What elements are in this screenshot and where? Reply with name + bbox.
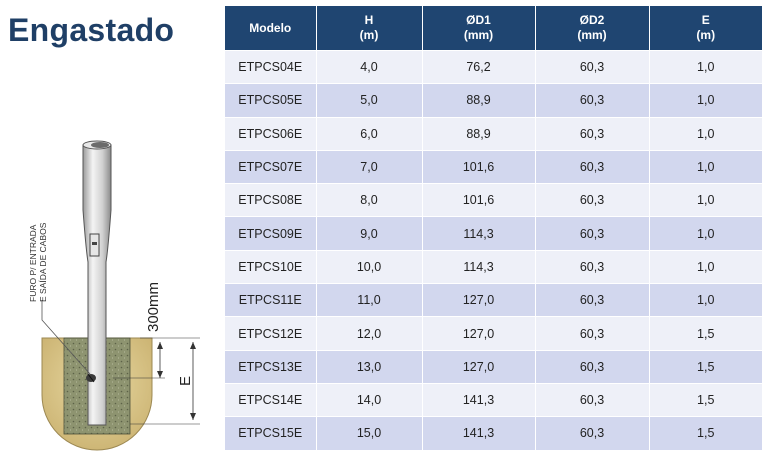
pole-diagram: FURO P/ ENTRADA E SAÍDA DE CABOS 300mm E [28, 140, 200, 451]
table-cell: 60,3 [535, 216, 650, 251]
table-cell: 1,0 [649, 216, 762, 251]
table-cell: 127,0 [422, 349, 536, 384]
header-e: E (m) [649, 6, 762, 51]
table-cell: 1,5 [649, 316, 762, 351]
table-row: ETPCS04E 4,0 76,2 60,3 1,0 [225, 49, 762, 84]
table-cell: 13,0 [316, 349, 423, 384]
table-row: ETPCS12E 12,0 127,0 60,3 1,5 [225, 316, 762, 351]
table-cell: 60,3 [535, 416, 650, 450]
table-cell: ETPCS05E [225, 83, 317, 118]
table-cell: 88,9 [422, 116, 536, 151]
table-cell: ETPCS11E [225, 283, 317, 317]
table-cell: 127,0 [422, 283, 536, 317]
header-h: H (m) [316, 6, 423, 51]
table-cell: 60,3 [535, 116, 650, 151]
table-cell: 76,2 [422, 49, 536, 84]
table-cell: 88,9 [422, 83, 536, 118]
table-cell: 101,6 [422, 183, 536, 217]
table-cell: ETPCS07E [225, 149, 317, 184]
table-cell: ETPCS08E [225, 183, 317, 217]
table-row: ETPCS08E 8,0 101,6 60,3 1,0 [225, 183, 762, 217]
table-row: ETPCS05E 5,0 88,9 60,3 1,0 [225, 83, 762, 118]
table-cell: 127,0 [422, 316, 536, 351]
hole-label-line1: FURO P/ ENTRADA [28, 224, 38, 302]
table-cell: 12,0 [316, 316, 423, 351]
table-cell: 9,0 [316, 216, 423, 251]
table-cell: 1,0 [649, 149, 762, 184]
table-cell: ETPCS09E [225, 216, 317, 251]
table-cell: 60,3 [535, 49, 650, 84]
table-row: ETPCS10E 10,0 114,3 60,3 1,0 [225, 249, 762, 284]
table-cell: 1,0 [649, 49, 762, 84]
table-cell: 7,0 [316, 149, 423, 184]
table-cell: 141,3 [422, 416, 536, 450]
hole-leader-line [41, 300, 91, 375]
page-title: Engastado [8, 12, 175, 48]
table-cell: 60,3 [535, 249, 650, 284]
e-label: E [177, 376, 194, 386]
header-d2: ØD2 (mm) [535, 6, 650, 51]
table-cell: ETPCS14E [225, 382, 317, 417]
table-row: ETPCS06E 6,0 88,9 60,3 1,0 [225, 116, 762, 151]
table-cell: ETPCS13E [225, 349, 317, 384]
pole-body [82, 144, 112, 426]
table-cell: 5,0 [316, 83, 423, 118]
table-cell: 60,3 [535, 349, 650, 384]
table-cell: 10,0 [316, 249, 423, 284]
table-cell: 141,3 [422, 382, 536, 417]
table-row: ETPCS13E 13,0 127,0 60,3 1,5 [225, 349, 762, 384]
table-cell: 60,3 [535, 316, 650, 351]
table-cell: 1,5 [649, 382, 762, 417]
table-cell: 60,3 [535, 283, 650, 317]
table-row: ETPCS11E 11,0 127,0 60,3 1,0 [225, 283, 762, 317]
header-d1: ØD1 (mm) [422, 6, 536, 51]
table-cell: 60,3 [535, 382, 650, 417]
table-cell: ETPCS12E [225, 316, 317, 351]
table-cell: ETPCS04E [225, 49, 317, 84]
table-cell: 1,0 [649, 116, 762, 151]
table-cell: 114,3 [422, 216, 536, 251]
table-cell: ETPCS06E [225, 116, 317, 151]
table-cell: 11,0 [316, 283, 423, 317]
table-row: ETPCS09E 9,0 114,3 60,3 1,0 [225, 216, 762, 251]
table-cell: 1,0 [649, 249, 762, 284]
table-cell: ETPCS10E [225, 249, 317, 284]
table-row: ETPCS14E 14,0 141,3 60,3 1,5 [225, 382, 762, 417]
table-cell: 15,0 [316, 416, 423, 450]
table-cell: 1,0 [649, 183, 762, 217]
table-cell: 6,0 [316, 116, 423, 151]
table-cell: 8,0 [316, 183, 423, 217]
table-cell: 114,3 [422, 249, 536, 284]
header-modelo: Modelo [225, 6, 317, 51]
table-row: ETPCS07E 7,0 101,6 60,3 1,0 [225, 149, 762, 184]
table-cell: 1,0 [649, 283, 762, 317]
table-cell: 60,3 [535, 83, 650, 118]
table-cell: 60,3 [535, 149, 650, 184]
table-cell: 1,5 [649, 416, 762, 450]
depth-label: 300mm [145, 282, 162, 332]
table-cell: 101,6 [422, 149, 536, 184]
table-cell: 14,0 [316, 382, 423, 417]
table-cell: 60,3 [535, 183, 650, 217]
table-cell: 4,0 [316, 49, 423, 84]
table-cell: 1,5 [649, 349, 762, 384]
table-header-row: Modelo H (m) ØD1 (mm) ØD2 (mm) E (m) [225, 6, 762, 51]
table-cell: 1,0 [649, 83, 762, 118]
table-cell: ETPCS15E [225, 416, 317, 450]
spec-table: Modelo H (m) ØD1 (mm) ØD2 (mm) E (m) ETPCS04… [225, 6, 762, 450]
hole-label-line2: E SAÍDA DE CABOS [38, 222, 48, 302]
table-row: ETPCS15E 15,0 141,3 60,3 1,5 [225, 416, 762, 450]
